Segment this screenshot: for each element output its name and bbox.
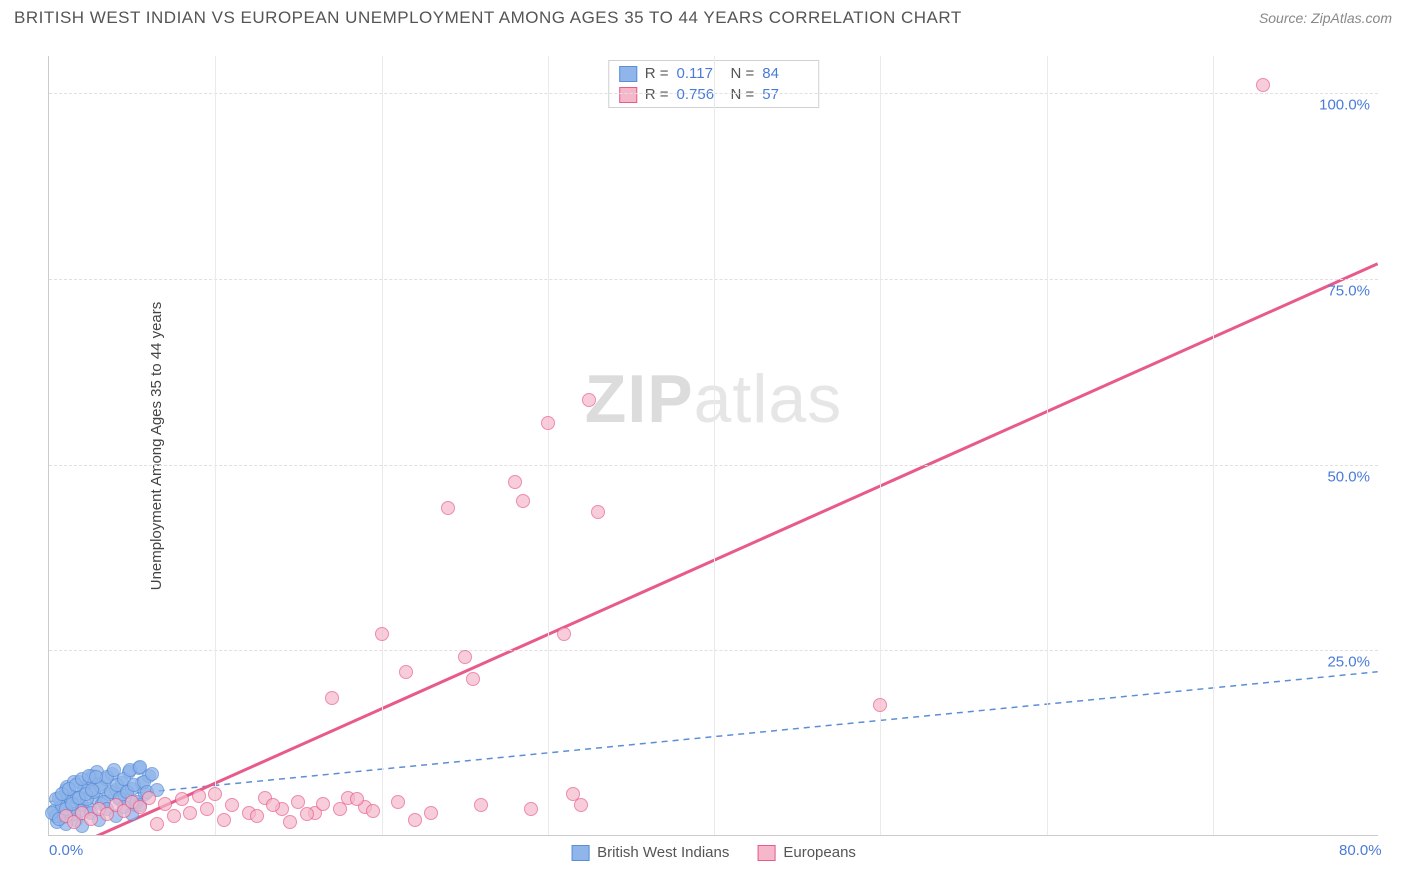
scatter-point <box>350 792 364 806</box>
scatter-point <box>466 672 480 686</box>
chart-title: BRITISH WEST INDIAN VS EUROPEAN UNEMPLOY… <box>14 8 962 28</box>
scatter-point <box>142 791 156 805</box>
scatter-point <box>145 767 159 781</box>
scatter-point <box>582 393 596 407</box>
x-tick-80: 80.0% <box>1339 842 1382 859</box>
y-tick-label: 100.0% <box>1319 97 1370 114</box>
scatter-point <box>158 797 172 811</box>
scatter-point <box>1256 78 1270 92</box>
scatter-point <box>399 665 413 679</box>
scatter-point <box>183 806 197 820</box>
scatter-point <box>557 627 571 641</box>
scatter-point <box>524 802 538 816</box>
scatter-point <box>366 804 380 818</box>
legend-swatch-eur <box>757 845 775 861</box>
scatter-point <box>217 813 231 827</box>
legend: British West Indians Europeans <box>571 844 856 861</box>
gridline-v <box>215 56 216 835</box>
y-tick-label: 50.0% <box>1327 468 1370 485</box>
gridline-v <box>1213 56 1214 835</box>
scatter-point <box>574 798 588 812</box>
swatch-eur <box>619 87 637 103</box>
n-label: N = <box>731 65 755 82</box>
scatter-point <box>291 795 305 809</box>
r-value-bwi: 0.117 <box>677 65 723 82</box>
y-tick-label: 25.0% <box>1327 654 1370 671</box>
gridline-v <box>880 56 881 835</box>
scatter-point <box>300 807 314 821</box>
scatter-point <box>325 691 339 705</box>
legend-label-bwi: British West Indians <box>597 844 729 861</box>
scatter-point <box>225 798 239 812</box>
scatter-point <box>266 798 280 812</box>
gridline-v <box>548 56 549 835</box>
legend-label-eur: Europeans <box>783 844 856 861</box>
source-label: Source: ZipAtlas.com <box>1259 10 1392 26</box>
scatter-point <box>250 809 264 823</box>
y-tick-label: 75.0% <box>1327 282 1370 299</box>
scatter-point <box>89 770 103 784</box>
gridline-v <box>714 56 715 835</box>
scatter-point <box>391 795 405 809</box>
scatter-point <box>408 813 422 827</box>
scatter-chart: ZIPatlas R = 0.117 N = 84 R = 0.756 N = … <box>48 56 1378 836</box>
r-label: R = <box>645 86 669 103</box>
trend-line <box>66 264 1378 835</box>
scatter-point <box>316 797 330 811</box>
watermark-part1: ZIP <box>585 361 694 437</box>
scatter-point <box>873 698 887 712</box>
scatter-point <box>541 416 555 430</box>
n-label: N = <box>731 86 755 103</box>
scatter-point <box>516 494 530 508</box>
swatch-bwi <box>619 66 637 82</box>
scatter-point <box>200 802 214 816</box>
scatter-point <box>458 650 472 664</box>
scatter-point <box>283 815 297 829</box>
scatter-point <box>208 787 222 801</box>
scatter-point <box>441 501 455 515</box>
scatter-point <box>333 802 347 816</box>
gridline-v <box>382 56 383 835</box>
x-tick-0: 0.0% <box>49 842 83 859</box>
n-value-bwi: 84 <box>762 65 808 82</box>
scatter-point <box>167 809 181 823</box>
legend-swatch-bwi <box>571 845 589 861</box>
scatter-point <box>192 789 206 803</box>
legend-item-eur: Europeans <box>757 844 856 861</box>
scatter-point <box>474 798 488 812</box>
scatter-point <box>508 475 522 489</box>
scatter-point <box>591 505 605 519</box>
scatter-point <box>150 817 164 831</box>
r-value-eur: 0.756 <box>677 86 723 103</box>
scatter-point <box>375 627 389 641</box>
scatter-point <box>85 783 99 797</box>
r-label: R = <box>645 65 669 82</box>
scatter-point <box>175 792 189 806</box>
n-value-eur: 57 <box>762 86 808 103</box>
gridline-v <box>1047 56 1048 835</box>
watermark-part2: atlas <box>694 361 843 437</box>
scatter-point <box>424 806 438 820</box>
legend-item-bwi: British West Indians <box>571 844 729 861</box>
